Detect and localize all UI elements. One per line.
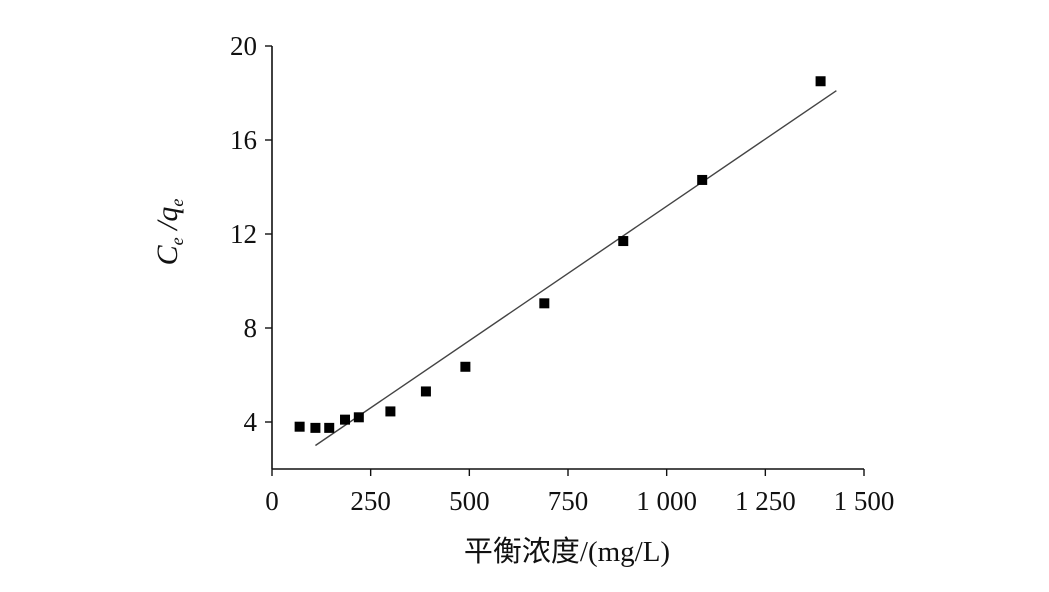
y-tick-label: 4	[244, 407, 258, 437]
fit-line	[315, 90, 837, 447]
data-point	[324, 422, 335, 433]
axes	[271, 46, 864, 470]
y-axis-label-slash: /	[151, 219, 184, 238]
y-tick-label: 16	[230, 125, 257, 155]
fit-line-group	[315, 90, 837, 447]
data-point	[385, 406, 396, 417]
y-axis-label: Ce /qe	[151, 199, 187, 266]
labels: 平衡浓度/(mg/L) Ce /qe	[151, 199, 670, 568]
y-tick-label: 8	[244, 313, 258, 343]
data-point	[815, 76, 826, 87]
data-point	[353, 412, 364, 423]
x-tick-label: 250	[350, 486, 391, 516]
data-points	[294, 76, 826, 433]
data-point	[340, 414, 351, 425]
y-tick-label: 12	[230, 219, 257, 249]
data-point	[460, 361, 471, 372]
y-tick-label: 20	[230, 31, 257, 61]
x-tick-label: 1 000	[636, 486, 697, 516]
x-tick-label: 1 500	[834, 486, 895, 516]
x-tick-label: 1 250	[735, 486, 796, 516]
data-point	[310, 422, 321, 433]
x-axis-label: 平衡浓度/(mg/L)	[464, 535, 670, 568]
x-tick-label: 500	[449, 486, 490, 516]
ticks: 0 250 500 750 1 000 1 250 1 500 4 8 12 16 20	[230, 31, 894, 516]
data-point	[294, 421, 305, 432]
data-point	[697, 174, 708, 185]
y-axis-label-main1: C	[151, 244, 184, 265]
data-point	[618, 236, 629, 247]
x-tick-label: 0	[265, 486, 279, 516]
x-tick-label: 750	[548, 486, 589, 516]
data-point	[539, 298, 550, 309]
y-axis-label-sub1: e	[167, 237, 187, 245]
y-axis-label-sub2: e	[167, 199, 187, 207]
y-axis-label-main2: q	[151, 207, 184, 222]
data-point	[420, 386, 431, 397]
